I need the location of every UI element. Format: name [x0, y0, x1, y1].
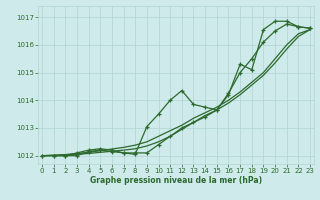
X-axis label: Graphe pression niveau de la mer (hPa): Graphe pression niveau de la mer (hPa)	[90, 176, 262, 185]
